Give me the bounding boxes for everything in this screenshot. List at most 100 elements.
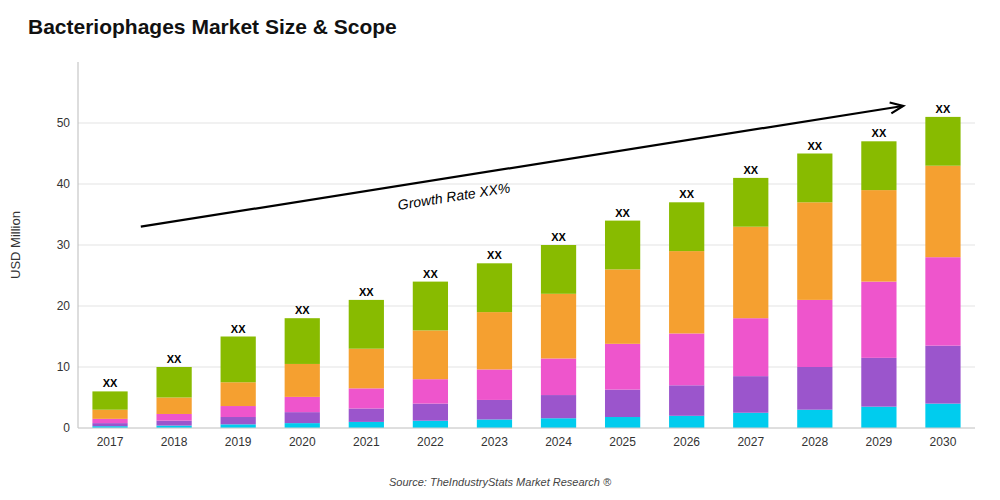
x-tick-label: 2022: [417, 435, 444, 449]
bar-segment: [669, 416, 704, 428]
bar-segment: [541, 358, 576, 395]
bar-segment: [733, 376, 768, 413]
bar-segment: [861, 141, 896, 190]
y-tick-label: 20: [57, 299, 71, 313]
bar-segment: [156, 421, 191, 426]
bar-segment: [285, 423, 320, 428]
bar-segment: [733, 413, 768, 428]
bar-segment: [797, 300, 832, 367]
bar-segment: [221, 406, 256, 417]
bar-segment: [541, 395, 576, 418]
y-tick-label: 0: [63, 421, 70, 435]
bar-segment: [413, 379, 448, 403]
bar-segment: [349, 349, 384, 389]
bar-segment: [221, 417, 256, 424]
x-tick-label: 2024: [545, 435, 572, 449]
bar-label: XX: [936, 103, 951, 115]
bar-segment: [797, 154, 832, 203]
bar-segment: [477, 400, 512, 420]
bar-segment: [221, 424, 256, 428]
bar-segment: [605, 344, 640, 390]
bar-label: XX: [423, 268, 438, 280]
title: Bacteriophages Market Size & Scope: [28, 15, 397, 38]
bar-label: XX: [679, 188, 694, 200]
bar-segment: [349, 300, 384, 349]
grid-line: [78, 428, 975, 429]
x-tick-label: 2023: [481, 435, 508, 449]
bar-segment: [413, 330, 448, 379]
bar-label: XX: [103, 377, 118, 389]
bar-segment: [285, 364, 320, 397]
bar-segment: [541, 245, 576, 294]
x-tick-label: 2020: [289, 435, 316, 449]
bar-segment: [797, 410, 832, 428]
x-tick-label: 2026: [673, 435, 700, 449]
bar-segment: [221, 382, 256, 406]
bar-segment: [156, 367, 191, 398]
bar-segment: [925, 404, 960, 428]
bar-segment: [221, 337, 256, 383]
bar-segment: [669, 333, 704, 385]
x-tick-label: 2025: [609, 435, 636, 449]
bar-label: XX: [743, 164, 758, 176]
bar-label: XX: [807, 140, 822, 152]
y-axis-label: USD Million: [8, 211, 23, 279]
bar-label: XX: [231, 323, 246, 335]
bar-segment: [477, 312, 512, 369]
bar-segment: [285, 397, 320, 412]
bar-segment: [605, 269, 640, 343]
bar-segment: [797, 202, 832, 300]
bar-segment: [605, 417, 640, 428]
bar-segment: [285, 318, 320, 364]
bar-segment: [733, 318, 768, 376]
bar-segment: [541, 418, 576, 428]
x-tick-label: 2017: [97, 435, 124, 449]
bar-label: XX: [167, 353, 182, 365]
bar-label: XX: [615, 207, 630, 219]
bar-segment: [349, 408, 384, 421]
x-tick-label: 2018: [161, 435, 188, 449]
bar-segment: [92, 410, 127, 419]
y-axis-line: [78, 62, 79, 428]
growth-arrow-head: [890, 103, 904, 114]
bar-label: XX: [551, 231, 566, 243]
bar-segment: [861, 282, 896, 358]
bar-segment: [733, 227, 768, 319]
bar-segment: [413, 404, 448, 421]
bar-label: XX: [295, 304, 310, 316]
bar-segment: [349, 422, 384, 428]
y-tick-label: 40: [57, 177, 71, 191]
bar-segment: [605, 390, 640, 417]
grid-line: [78, 306, 975, 307]
grid-line: [78, 245, 975, 246]
x-tick-label: 2019: [225, 435, 252, 449]
grid-line: [78, 367, 975, 368]
x-tick-label: 2027: [737, 435, 764, 449]
bar-segment: [349, 388, 384, 408]
bar-label: XX: [359, 286, 374, 298]
y-tick-label: 10: [57, 360, 71, 374]
bar-segment: [92, 391, 127, 409]
bar-segment: [156, 398, 191, 414]
x-axis-line: [78, 428, 975, 429]
x-tick-label: 2028: [801, 435, 828, 449]
x-tick-label: 2029: [866, 435, 893, 449]
bar-segment: [413, 282, 448, 331]
bar-segment: [861, 190, 896, 282]
x-tick-label: 2021: [353, 435, 380, 449]
x-tick-label: 2030: [930, 435, 957, 449]
source-text: Source: TheIndustryStats Market Research…: [389, 476, 612, 488]
bar-segment: [285, 412, 320, 423]
grid-line: [78, 184, 975, 185]
bar-segment: [92, 419, 127, 423]
bar-segment: [861, 407, 896, 428]
bar-segment: [477, 369, 512, 400]
growth-arrow: [141, 106, 901, 226]
chart: 0102030405020172018201920202021202220232…: [0, 0, 1000, 500]
bar-segment: [733, 178, 768, 227]
growth-label: Growth Rate XX%: [397, 179, 512, 213]
bar-segment: [669, 251, 704, 333]
bar-segment: [669, 385, 704, 416]
y-tick-label: 50: [57, 116, 71, 130]
bars: [92, 117, 960, 428]
